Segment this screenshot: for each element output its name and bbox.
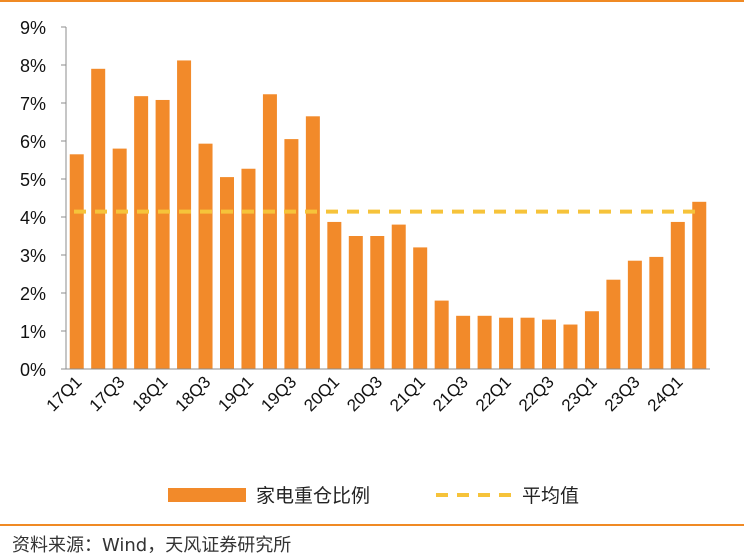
bar [69, 154, 84, 369]
bar [370, 236, 385, 369]
top-rule [0, 0, 744, 2]
x-tick-label: 20Q1 [300, 372, 343, 415]
legend-label-average: 平均值 [522, 485, 579, 507]
bar [434, 300, 449, 369]
bar [413, 247, 428, 369]
y-tick-label: 9% [20, 18, 46, 38]
legend-label-bar: 家电重仓比例 [256, 485, 370, 507]
x-tick-label: 17Q1 [43, 372, 86, 415]
legend: 家电重仓比例 平均值 [168, 485, 579, 507]
y-tick-label: 1% [20, 322, 46, 342]
bar [305, 116, 320, 369]
x-tick-label: 22Q3 [515, 372, 558, 415]
bar [584, 311, 599, 369]
x-tick-label: 24Q1 [644, 372, 687, 415]
bar [606, 279, 621, 369]
bar [112, 148, 127, 369]
bar [177, 60, 192, 369]
bar [134, 96, 149, 369]
bar [91, 68, 106, 370]
y-axis: 0% 1% 2% 3% 4% 5% 6% 7% 8% 9% [20, 18, 67, 380]
source-note: 资料来源：Wind，天风证券研究所 [12, 535, 292, 556]
x-tick-label: 19Q1 [214, 372, 257, 415]
bar [284, 139, 299, 369]
x-tick-label: 19Q3 [257, 372, 300, 415]
x-tick-label: 17Q3 [86, 372, 129, 415]
bar [692, 201, 707, 369]
x-tick-label: 22Q1 [472, 372, 515, 415]
bar [262, 94, 277, 369]
bar [456, 315, 471, 369]
bar [391, 224, 406, 369]
x-tick-label: 18Q1 [129, 372, 172, 415]
bars [69, 60, 707, 370]
bar [220, 177, 234, 369]
y-tick-label: 3% [20, 246, 46, 266]
x-tick-label: 18Q3 [172, 372, 215, 415]
y-tick-label: 6% [20, 132, 46, 152]
x-tick-label: 23Q1 [558, 372, 601, 415]
y-tick-label: 8% [20, 56, 46, 76]
bar [241, 168, 256, 369]
y-tick-label: 2% [20, 284, 46, 304]
bar [155, 99, 170, 370]
x-tick-label: 23Q3 [601, 372, 644, 415]
x-tick-label: 20Q3 [343, 372, 386, 415]
x-tick-label: 21Q3 [429, 372, 472, 415]
bar [348, 236, 363, 369]
legend-swatch-bar [168, 488, 246, 502]
y-tick-label: 7% [20, 94, 46, 114]
y-tick-label: 0% [20, 360, 46, 380]
bar [627, 260, 642, 369]
x-axis: 17Q1 17Q3 18Q1 18Q3 19Q1 19Q3 20Q1 20Q3 21Q1 21Q3… [43, 368, 710, 415]
x-tick-label: 21Q1 [386, 372, 429, 415]
bar [520, 317, 535, 369]
bottom-rule [0, 524, 744, 526]
bar [327, 221, 342, 369]
y-tick-label: 5% [20, 170, 46, 190]
bar [670, 221, 685, 369]
bar [499, 317, 514, 369]
bar [542, 319, 556, 369]
bar [198, 143, 213, 369]
bar [477, 315, 492, 369]
y-tick-label: 4% [20, 208, 46, 228]
bar [563, 324, 578, 369]
bar [649, 256, 664, 369]
bar-chart: 0%1%2%3%4%5%6%7%8%9% 17Q1 17Q3 18Q1 18Q3 19Q… [20, 18, 710, 507]
